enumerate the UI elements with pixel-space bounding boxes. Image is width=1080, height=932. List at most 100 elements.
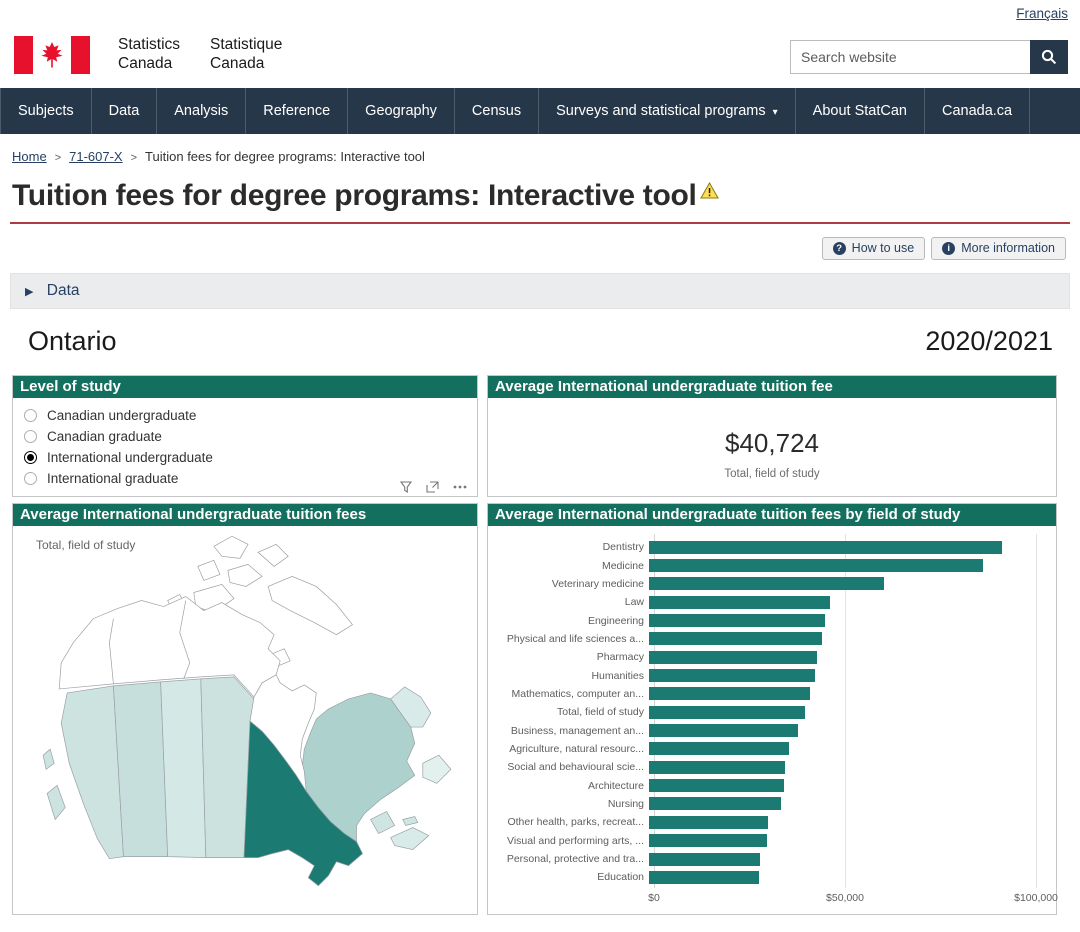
map-region-pei[interactable] xyxy=(402,816,419,826)
map-territory-border xyxy=(109,618,114,684)
radio-option-canadian-undergraduate[interactable]: Canadian undergraduate xyxy=(13,405,477,426)
nav-item-analysis[interactable]: Analysis xyxy=(156,88,245,134)
map-region-labrador[interactable] xyxy=(390,686,432,728)
fee-value: $40,724 xyxy=(725,428,819,458)
map-region-british-columbia[interactable] xyxy=(60,685,124,860)
bar-veterinary-medicine[interactable] xyxy=(649,577,884,591)
breadcrumb-item-home[interactable]: Home xyxy=(12,149,47,164)
bar-law[interactable] xyxy=(649,595,831,609)
warning-icon[interactable] xyxy=(699,182,719,199)
logo-text-fr-1: Statistique xyxy=(210,36,283,54)
map-region-newfoundland[interactable] xyxy=(422,754,452,784)
map-hudson-bay xyxy=(249,674,317,792)
radio-unselected-icon[interactable] xyxy=(24,430,37,443)
chevron-down-icon: ▾ xyxy=(772,107,778,118)
radio-option-canadian-graduate[interactable]: Canadian graduate xyxy=(13,426,477,447)
bar-agriculture-natural-resourc[interactable] xyxy=(649,742,790,756)
bar-architecture[interactable] xyxy=(649,779,784,793)
bar-track xyxy=(649,632,1031,646)
bar-label: Other health, parks, recreat... xyxy=(507,816,644,829)
map-region-new-brunswick[interactable] xyxy=(370,810,396,835)
bar-track xyxy=(649,687,1031,701)
map-region-saskatchewan[interactable] xyxy=(160,678,207,859)
bar-row-nursing: Nursing xyxy=(488,795,1036,813)
bar-row-pharmacy: Pharmacy xyxy=(488,648,1036,666)
bar-total-field-of-study[interactable] xyxy=(649,705,805,719)
logo-wordmark: Statistics Canada Statistique Canada xyxy=(118,36,282,73)
nav-item-data[interactable]: Data xyxy=(90,88,157,134)
data-accordion[interactable]: ▶ Data xyxy=(10,273,1070,309)
map-region-nova-scotia[interactable] xyxy=(390,827,430,851)
nav-item-surveys-and-statistical-programs[interactable]: Surveys and statistical programs ▾ xyxy=(538,88,795,134)
search-button[interactable] xyxy=(1030,40,1068,74)
bar-business-management-an[interactable] xyxy=(649,724,799,738)
nav-item-census[interactable]: Census xyxy=(453,88,538,134)
breadcrumb-separator: > xyxy=(54,152,62,164)
bar-row-other-health-parks-recreat: Other health, parks, recreat... xyxy=(488,813,1036,831)
map-arctic-island xyxy=(257,543,289,567)
bar-nursing[interactable] xyxy=(649,797,782,811)
radio-unselected-icon[interactable] xyxy=(24,409,37,422)
map-region-vancouver-island[interactable] xyxy=(46,784,66,821)
dashboard: Level of study Canadian undergraduate Can… xyxy=(12,375,1058,915)
bar-row-business-management-an: Business, management an... xyxy=(488,721,1036,739)
region-title: Ontario xyxy=(28,326,117,356)
bar-engineering[interactable] xyxy=(649,614,825,628)
bar-label: Personal, protective and tra... xyxy=(506,853,644,866)
bar-mathematics-computer-an[interactable] xyxy=(649,687,810,701)
nav-item-canada-ca[interactable]: Canada.ca xyxy=(923,88,1031,134)
bar-track xyxy=(649,742,1031,756)
language-toggle-link[interactable]: Français xyxy=(1016,6,1068,21)
bar-row-physical-and-life-sciences-a: Physical and life sciences a... xyxy=(488,630,1036,648)
bar-track xyxy=(649,724,1031,738)
nav-item-geography[interactable]: Geography xyxy=(347,88,454,134)
visual-toolbar xyxy=(400,481,467,493)
bar-visual-and-performing-arts[interactable] xyxy=(649,834,768,848)
bar-track xyxy=(649,870,1031,884)
info-icon: i xyxy=(942,241,956,255)
bar-social-and-behavioural-scie[interactable] xyxy=(649,760,786,774)
bar-chart-panel: Average International undergraduate tuit… xyxy=(487,503,1058,915)
bar-dentistry[interactable] xyxy=(649,540,1002,554)
bar-medicine[interactable] xyxy=(649,559,984,573)
radio-option-international-undergraduate[interactable]: International undergraduate xyxy=(13,447,477,468)
bar-track xyxy=(649,760,1031,774)
more-information-button[interactable]: i More information xyxy=(931,237,1066,260)
fee-caption: Total, field of study xyxy=(724,468,820,480)
map-region-haida-gwaii[interactable] xyxy=(42,748,55,770)
radio-unselected-icon[interactable] xyxy=(24,472,37,485)
bar-row-agriculture-natural-resourc: Agriculture, natural resourc... xyxy=(488,740,1036,758)
logo-text-fr-2: Canada xyxy=(210,55,265,72)
bar-physical-and-life-sciences-a[interactable] xyxy=(649,632,823,646)
how-to-use-button[interactable]: ? How to use xyxy=(821,237,926,260)
canada-map[interactable] xyxy=(17,522,469,894)
bar-humanities[interactable] xyxy=(649,669,815,683)
statcan-logo: Statistics Canada Statistique Canada xyxy=(14,36,282,74)
bar-track xyxy=(649,669,1031,683)
map-territory-border xyxy=(179,600,191,679)
bar-row-medicine: Medicine xyxy=(488,556,1036,574)
breadcrumb-item-71-607-x[interactable]: 71-607-X xyxy=(69,149,123,164)
filter-icon[interactable] xyxy=(400,481,412,493)
bar-personal-protective-and-tra[interactable] xyxy=(649,852,761,866)
logo-text-en-2: Canada xyxy=(118,55,173,72)
chart-x-axis: $0 $50,000 $100,000 xyxy=(648,892,1058,908)
bar-label: Medicine xyxy=(601,559,644,572)
level-of-study-panel: Level of study Canadian undergraduate Can… xyxy=(12,375,478,497)
focus-mode-icon[interactable] xyxy=(426,481,439,493)
bar-label: Physical and life sciences a... xyxy=(506,632,644,645)
bar-education[interactable] xyxy=(649,870,760,884)
radio-selected-icon[interactable] xyxy=(24,451,37,464)
nav-item-subjects[interactable]: Subjects xyxy=(0,88,91,134)
nav-item-reference[interactable]: Reference xyxy=(245,88,347,134)
radio-option-international-graduate[interactable]: International graduate xyxy=(13,468,477,489)
bar-other-health-parks-recreat[interactable] xyxy=(649,815,768,829)
bar-track xyxy=(649,540,1031,554)
bar-row-law: Law xyxy=(488,593,1036,611)
nav-item-about-statcan[interactable]: About StatCan xyxy=(794,88,924,134)
more-options-icon[interactable] xyxy=(453,485,467,489)
search-input[interactable] xyxy=(790,40,1030,74)
chevron-right-icon: ▶ xyxy=(25,286,34,298)
bar-pharmacy[interactable] xyxy=(649,650,818,664)
map-region-territories[interactable] xyxy=(58,596,281,698)
